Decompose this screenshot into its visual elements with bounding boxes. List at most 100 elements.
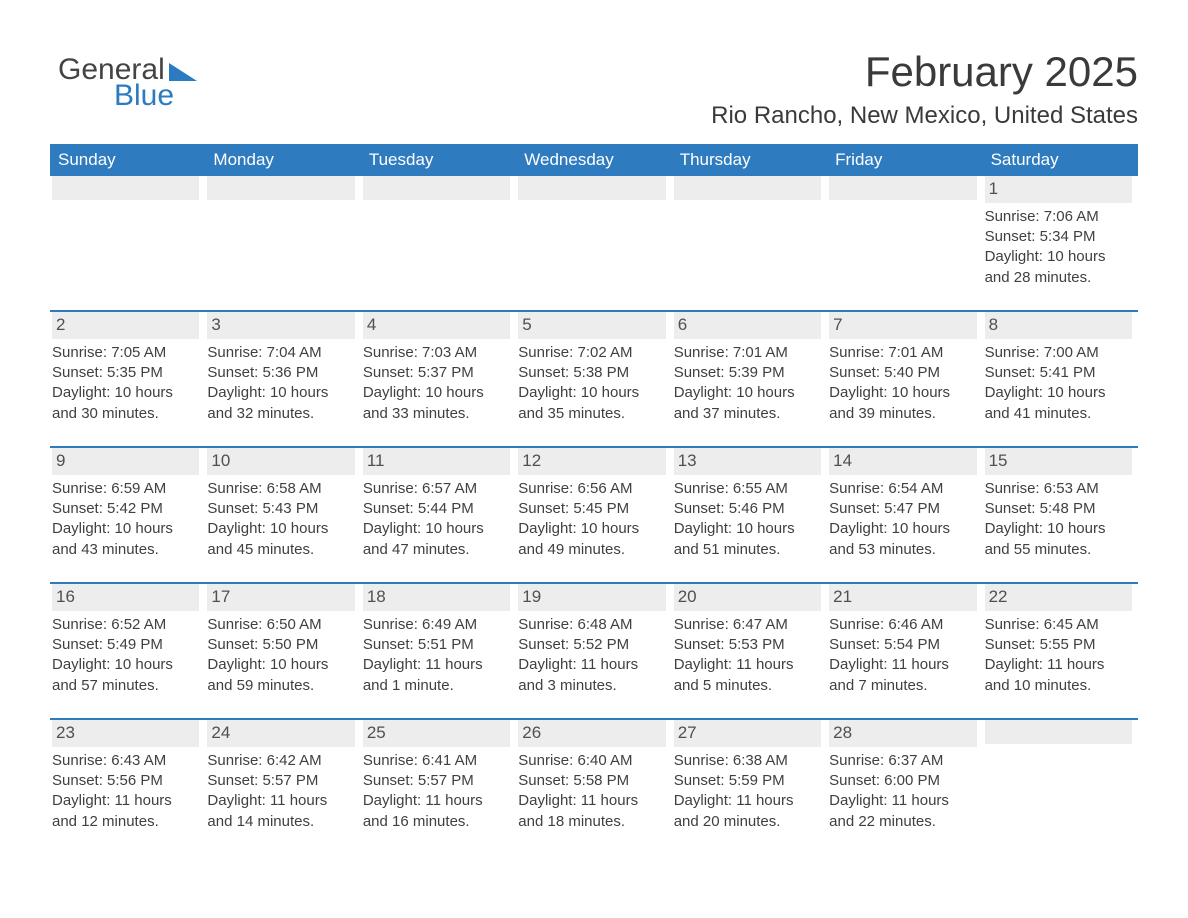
sunset-text: Sunset: 5:57 PM (207, 771, 354, 791)
day-number: 25 (363, 720, 510, 747)
day-cell: 8Sunrise: 7:00 AMSunset: 5:41 PMDaylight… (983, 312, 1138, 436)
weekday-header: Tuesday (361, 144, 516, 176)
day-number: 13 (674, 448, 821, 475)
day-cell: 9Sunrise: 6:59 AMSunset: 5:42 PMDaylight… (50, 448, 205, 572)
daylight-text: Daylight: 10 hours and 39 minutes. (829, 383, 976, 424)
daylight-text: Daylight: 10 hours and 57 minutes. (52, 655, 199, 696)
sunset-text: Sunset: 5:44 PM (363, 499, 510, 519)
day-cell: 7Sunrise: 7:01 AMSunset: 5:40 PMDaylight… (827, 312, 982, 436)
day-number: 11 (363, 448, 510, 475)
sunrise-text: Sunrise: 7:01 AM (674, 343, 821, 363)
daylight-text: Daylight: 11 hours and 5 minutes. (674, 655, 821, 696)
daylight-text: Daylight: 11 hours and 16 minutes. (363, 791, 510, 832)
daylight-text: Daylight: 10 hours and 33 minutes. (363, 383, 510, 424)
sunrise-text: Sunrise: 6:53 AM (985, 479, 1132, 499)
sunset-text: Sunset: 5:37 PM (363, 363, 510, 383)
daylight-text: Daylight: 11 hours and 7 minutes. (829, 655, 976, 696)
weekday-header: Sunday (50, 144, 205, 176)
daylight-text: Daylight: 11 hours and 1 minute. (363, 655, 510, 696)
sunrise-text: Sunrise: 7:02 AM (518, 343, 665, 363)
sunrise-text: Sunrise: 7:06 AM (985, 207, 1132, 227)
sunrise-text: Sunrise: 6:42 AM (207, 751, 354, 771)
sunset-text: Sunset: 5:45 PM (518, 499, 665, 519)
day-cell (672, 176, 827, 300)
sunset-text: Sunset: 5:39 PM (674, 363, 821, 383)
sunset-text: Sunset: 5:54 PM (829, 635, 976, 655)
day-cell: 12Sunrise: 6:56 AMSunset: 5:45 PMDayligh… (516, 448, 671, 572)
sunrise-text: Sunrise: 6:52 AM (52, 615, 199, 635)
day-number: 26 (518, 720, 665, 747)
daylight-text: Daylight: 10 hours and 45 minutes. (207, 519, 354, 560)
sunset-text: Sunset: 5:43 PM (207, 499, 354, 519)
sunrise-text: Sunrise: 7:03 AM (363, 343, 510, 363)
daylight-text: Daylight: 10 hours and 47 minutes. (363, 519, 510, 560)
daylight-text: Daylight: 10 hours and 55 minutes. (985, 519, 1132, 560)
day-number (363, 176, 510, 200)
day-cell: 20Sunrise: 6:47 AMSunset: 5:53 PMDayligh… (672, 584, 827, 708)
sunrise-text: Sunrise: 6:50 AM (207, 615, 354, 635)
sunrise-text: Sunrise: 7:05 AM (52, 343, 199, 363)
day-number: 3 (207, 312, 354, 339)
sunrise-text: Sunrise: 6:59 AM (52, 479, 199, 499)
weekday-header: Wednesday (516, 144, 671, 176)
sunrise-text: Sunrise: 6:43 AM (52, 751, 199, 771)
sunset-text: Sunset: 5:52 PM (518, 635, 665, 655)
day-cell: 4 Sunrise: 7:03 AMSunset: 5:37 PMDaylight… (361, 312, 516, 436)
sunset-text: Sunset: 5:34 PM (985, 227, 1132, 247)
day-cell: 17Sunrise: 6:50 AMSunset: 5:50 PMDayligh… (205, 584, 360, 708)
day-number: 6 (674, 312, 821, 339)
day-cell (516, 176, 671, 300)
day-cell: 21Sunrise: 6:46 AMSunset: 5:54 PMDayligh… (827, 584, 982, 708)
day-number: 23 (52, 720, 199, 747)
day-cell: 19Sunrise: 6:48 AMSunset: 5:52 PMDayligh… (516, 584, 671, 708)
day-cell (827, 176, 982, 300)
sunrise-text: Sunrise: 7:04 AM (207, 343, 354, 363)
sunrise-text: Sunrise: 6:45 AM (985, 615, 1132, 635)
sunrise-text: Sunrise: 6:48 AM (518, 615, 665, 635)
day-cell: 22Sunrise: 6:45 AMSunset: 5:55 PMDayligh… (983, 584, 1138, 708)
day-number (674, 176, 821, 200)
sunset-text: Sunset: 5:57 PM (363, 771, 510, 791)
weekday-header: Saturday (983, 144, 1138, 176)
daylight-text: Daylight: 10 hours and 28 minutes. (985, 247, 1132, 288)
daylight-text: Daylight: 10 hours and 59 minutes. (207, 655, 354, 696)
sunrise-text: Sunrise: 7:01 AM (829, 343, 976, 363)
day-number: 18 (363, 584, 510, 611)
day-cell: 28Sunrise: 6:37 AMSunset: 6:00 PMDayligh… (827, 720, 982, 844)
weekday-header: Thursday (672, 144, 827, 176)
sunset-text: Sunset: 5:47 PM (829, 499, 976, 519)
day-number: 17 (207, 584, 354, 611)
day-cell: 15Sunrise: 6:53 AMSunset: 5:48 PMDayligh… (983, 448, 1138, 572)
day-number: 21 (829, 584, 976, 611)
sunset-text: Sunset: 5:51 PM (363, 635, 510, 655)
day-cell: 13Sunrise: 6:55 AMSunset: 5:46 PMDayligh… (672, 448, 827, 572)
weekday-header: Monday (205, 144, 360, 176)
day-cell: 16Sunrise: 6:52 AMSunset: 5:49 PMDayligh… (50, 584, 205, 708)
sunrise-text: Sunrise: 6:57 AM (363, 479, 510, 499)
daylight-text: Daylight: 11 hours and 20 minutes. (674, 791, 821, 832)
weekday-header: Friday (827, 144, 982, 176)
day-cell: 25Sunrise: 6:41 AMSunset: 5:57 PMDayligh… (361, 720, 516, 844)
day-cell (983, 720, 1138, 844)
sunset-text: Sunset: 5:59 PM (674, 771, 821, 791)
sunrise-text: Sunrise: 6:38 AM (674, 751, 821, 771)
daylight-text: Daylight: 10 hours and 41 minutes. (985, 383, 1132, 424)
day-cell: 3Sunrise: 7:04 AMSunset: 5:36 PMDaylight… (205, 312, 360, 436)
day-number: 8 (985, 312, 1132, 339)
sunrise-text: Sunrise: 6:55 AM (674, 479, 821, 499)
day-number: 10 (207, 448, 354, 475)
day-number: 1 (985, 176, 1132, 203)
day-cell: 2Sunrise: 7:05 AMSunset: 5:35 PMDaylight… (50, 312, 205, 436)
sunset-text: Sunset: 5:49 PM (52, 635, 199, 655)
day-number: 27 (674, 720, 821, 747)
day-cell: 18Sunrise: 6:49 AMSunset: 5:51 PMDayligh… (361, 584, 516, 708)
day-number: 2 (52, 312, 199, 339)
day-cell (205, 176, 360, 300)
sunset-text: Sunset: 5:48 PM (985, 499, 1132, 519)
sunrise-text: Sunrise: 6:37 AM (829, 751, 976, 771)
day-number: 4 (363, 312, 510, 339)
sunset-text: Sunset: 5:36 PM (207, 363, 354, 383)
day-number: 9 (52, 448, 199, 475)
daylight-text: Daylight: 11 hours and 22 minutes. (829, 791, 976, 832)
daylight-text: Daylight: 10 hours and 49 minutes. (518, 519, 665, 560)
